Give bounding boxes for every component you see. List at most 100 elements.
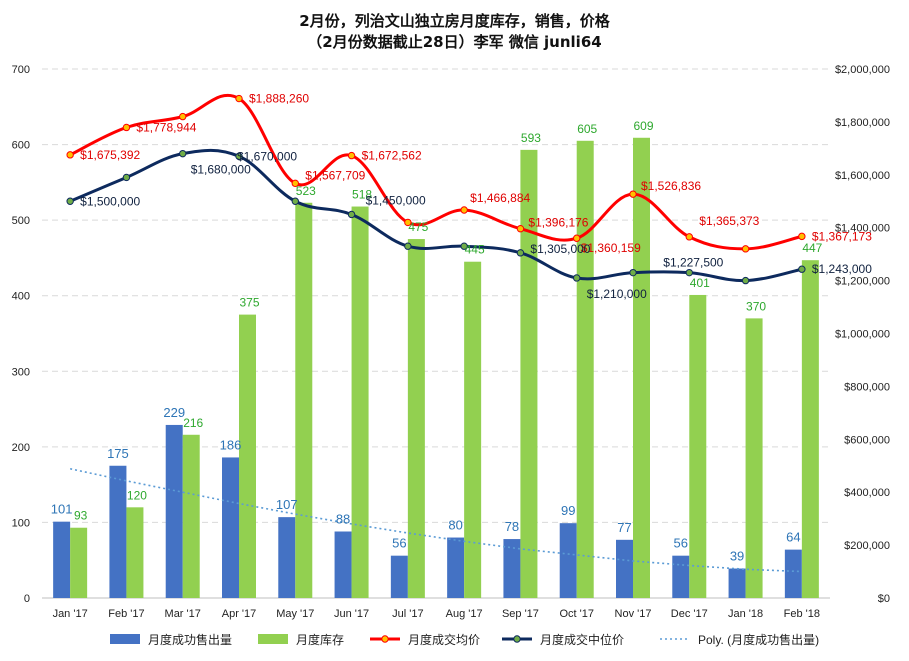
bar-inventory xyxy=(464,261,482,598)
marker-avg xyxy=(347,151,356,160)
label-median-price: $1,210,000 xyxy=(587,287,647,301)
left-tick-label: 200 xyxy=(12,442,30,454)
label-inventory: 518 xyxy=(352,188,372,202)
label-sold: 64 xyxy=(786,530,800,545)
right-tick-label: $2,000,000 xyxy=(835,64,890,76)
x-tick-label: Sep '17 xyxy=(502,608,539,620)
marker-median xyxy=(291,197,299,205)
label-median-price: $1,450,000 xyxy=(366,193,426,207)
label-avg-price: $1,567,709 xyxy=(305,168,365,182)
marker-avg xyxy=(235,94,243,103)
label-inventory: 375 xyxy=(239,296,259,310)
label-sold: 78 xyxy=(505,519,519,534)
bar-sold xyxy=(784,549,802,598)
label-sold: 39 xyxy=(730,549,744,564)
marker-median xyxy=(573,274,581,282)
legend-marker-median xyxy=(513,635,521,643)
bar-inventory xyxy=(70,527,88,598)
bar-series xyxy=(53,137,819,599)
marker-avg xyxy=(741,245,750,253)
gridlines xyxy=(42,68,830,599)
line-series xyxy=(66,93,806,573)
label-avg-price: $1,360,159 xyxy=(581,241,641,255)
x-tick-label: Dec '17 xyxy=(671,608,708,620)
bar-inventory xyxy=(633,137,650,598)
bar-sold xyxy=(559,523,577,598)
bar-inventory xyxy=(239,314,256,598)
marker-avg xyxy=(460,206,468,214)
marker-avg xyxy=(798,232,806,241)
legend-label-trend: Poly. (月度成功售出量) xyxy=(698,632,819,647)
legend-swatch-sold xyxy=(110,634,140,644)
left-tick-label: 400 xyxy=(12,291,30,303)
label-inventory: 605 xyxy=(577,122,597,136)
label-avg-price: $1,888,260 xyxy=(249,92,309,106)
bar-inventory xyxy=(295,202,313,599)
data-labels: 101 175 229 186 107 88 56 80 78 99 77 56 39 64 93 120 21… xyxy=(51,92,872,564)
marker-avg xyxy=(685,233,693,241)
right-tick-label: $800,000 xyxy=(844,381,890,393)
chart-title-line-1: 2月份，列治文山独立房月度库存，销售，价格 xyxy=(299,12,610,30)
bar-sold xyxy=(334,531,352,598)
bar-sold xyxy=(672,555,690,598)
marker-median xyxy=(66,197,74,205)
left-tick-label: 700 xyxy=(12,64,30,76)
label-sold: 175 xyxy=(107,446,129,461)
marker-avg xyxy=(629,190,637,198)
bar-inventory xyxy=(576,140,594,599)
left-tick-label: 100 xyxy=(12,517,30,529)
label-inventory: 370 xyxy=(746,299,766,313)
label-sold: 88 xyxy=(336,511,350,526)
label-inventory: 523 xyxy=(296,184,316,198)
right-tick-label: $1,200,000 xyxy=(835,276,890,288)
legend-marker-avg xyxy=(381,635,389,643)
label-median-price: $1,680,000 xyxy=(191,163,251,177)
bar-sold xyxy=(728,568,746,598)
label-avg-price: $1,526,836 xyxy=(641,179,701,193)
x-tick-label: May '17 xyxy=(276,608,314,620)
label-inventory: 447 xyxy=(802,241,822,255)
marker-median xyxy=(460,242,468,250)
label-sold: 99 xyxy=(561,503,575,518)
bar-inventory xyxy=(689,294,707,598)
marker-avg xyxy=(291,179,299,188)
marker-avg xyxy=(573,234,581,242)
bar-inventory xyxy=(351,206,369,599)
label-inventory: 475 xyxy=(408,220,428,234)
line-median xyxy=(69,148,803,283)
label-sold: 101 xyxy=(51,502,73,517)
marker-median xyxy=(122,173,131,182)
bar-sold xyxy=(109,465,127,598)
label-median-price: $1,305,000 xyxy=(530,242,590,256)
marker-median xyxy=(516,249,525,257)
legend-label-inventory: 月度库存 xyxy=(296,632,344,647)
right-tick-label: $1,000,000 xyxy=(835,329,890,341)
label-avg-price: $1,466,884 xyxy=(470,191,530,205)
x-tick-label: Jun '17 xyxy=(334,608,369,620)
label-sold: 107 xyxy=(276,497,298,512)
marker-median xyxy=(347,210,356,219)
bar-sold xyxy=(447,537,465,598)
bar-inventory xyxy=(407,239,425,599)
marker-avg xyxy=(404,218,412,227)
marker-median xyxy=(685,268,693,277)
label-avg-price: $1,396,176 xyxy=(528,216,588,230)
legend-swatch-inventory xyxy=(258,634,288,644)
bar-sold xyxy=(616,539,633,598)
marker-avg xyxy=(122,123,131,132)
label-sold: 229 xyxy=(163,405,185,420)
left-tick-label: 500 xyxy=(12,215,30,227)
bar-sold xyxy=(278,517,296,598)
label-inventory: 120 xyxy=(127,488,147,502)
label-sold: 56 xyxy=(674,536,688,551)
label-inventory: 445 xyxy=(465,243,485,257)
label-sold: 77 xyxy=(617,520,631,535)
marker-avg xyxy=(516,225,525,233)
x-tick-label: Feb '17 xyxy=(108,608,144,620)
legend-label-sold: 月度成功售出量 xyxy=(148,632,232,647)
right-tick-label: $1,800,000 xyxy=(835,117,890,129)
label-inventory: 93 xyxy=(74,509,88,523)
label-inventory: 401 xyxy=(690,276,710,290)
bar-sold xyxy=(390,555,408,598)
